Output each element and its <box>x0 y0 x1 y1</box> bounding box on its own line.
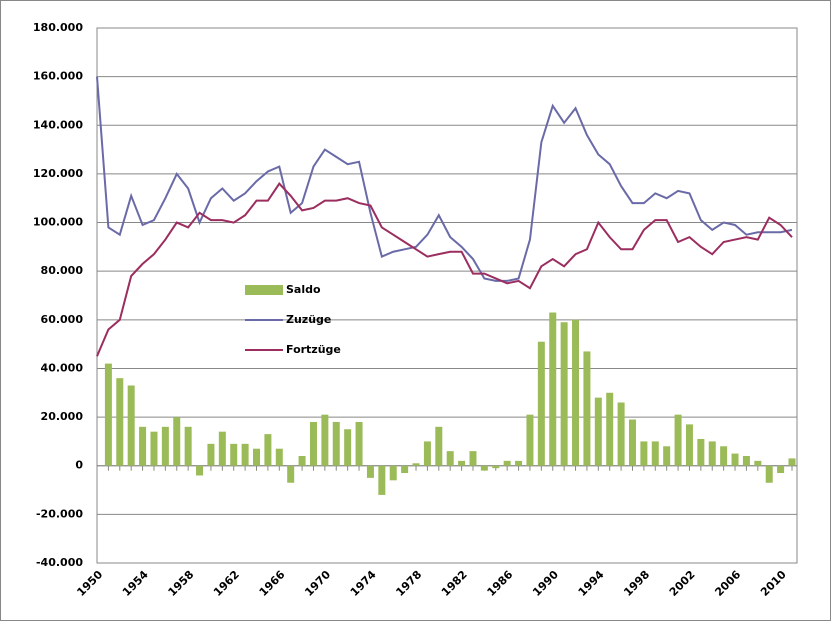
y-tick-label: 20.000 <box>41 410 84 423</box>
bar <box>537 341 545 466</box>
y-tick-label: 140.000 <box>33 118 83 131</box>
bar <box>139 426 147 466</box>
bar <box>731 453 739 466</box>
legend-label: Fortzüge <box>286 343 341 356</box>
bar <box>332 421 340 466</box>
bar <box>196 465 204 476</box>
bar <box>412 463 420 466</box>
bar <box>401 465 409 474</box>
bar <box>720 446 728 466</box>
bar <box>583 351 591 466</box>
y-tick-label: 0 <box>75 459 83 472</box>
bar <box>708 441 716 466</box>
y-tick-label: 60.000 <box>41 313 84 326</box>
bar <box>492 465 500 469</box>
bar <box>104 363 112 466</box>
y-tick-label: 160.000 <box>33 70 83 83</box>
bar <box>606 392 614 466</box>
y-tick-label: 180.000 <box>33 21 83 34</box>
bar <box>617 402 625 466</box>
bar <box>685 424 693 466</box>
bar <box>389 465 397 481</box>
bar <box>207 443 215 466</box>
bar <box>674 414 682 466</box>
bar <box>480 465 488 471</box>
bar <box>378 465 386 495</box>
bar <box>742 456 750 466</box>
bar <box>628 419 636 466</box>
bar <box>287 465 295 483</box>
y-tick-label: -20.000 <box>36 507 83 520</box>
bar <box>230 443 238 466</box>
y-tick-label: 80.000 <box>41 264 84 277</box>
bar <box>150 431 158 466</box>
bar <box>127 385 135 466</box>
bar <box>218 431 226 466</box>
bar <box>594 397 602 466</box>
bar <box>560 322 568 466</box>
bar <box>640 441 648 466</box>
bar <box>116 378 124 466</box>
y-tick-label: 100.000 <box>33 216 83 229</box>
bar <box>777 465 785 474</box>
y-tick-label: 40.000 <box>41 361 84 374</box>
bar <box>469 451 477 466</box>
bar <box>458 460 466 466</box>
legend-swatch <box>245 285 283 295</box>
bar <box>663 446 671 466</box>
legend-label: Zuzüge <box>286 313 331 326</box>
bar <box>366 465 374 478</box>
bar <box>161 426 169 466</box>
bar <box>173 417 181 466</box>
bar <box>275 448 283 466</box>
bar <box>344 429 352 466</box>
bar <box>503 460 511 466</box>
line <box>96 76 793 282</box>
bar <box>788 458 796 466</box>
bar <box>264 434 272 466</box>
bar <box>754 460 762 466</box>
bar <box>697 438 705 466</box>
bar <box>309 421 317 466</box>
bar <box>241 443 249 466</box>
y-tick-label: 120.000 <box>33 167 83 180</box>
bar <box>321 414 329 466</box>
bar <box>423 441 431 466</box>
bar <box>253 448 261 466</box>
bar <box>355 421 363 466</box>
bar <box>435 426 443 466</box>
bar <box>549 312 557 466</box>
legend-label: Saldo <box>286 283 321 296</box>
bar <box>572 319 580 466</box>
bar <box>651 441 659 466</box>
bar <box>298 456 306 466</box>
line <box>96 182 793 357</box>
bar <box>765 465 773 483</box>
bar <box>526 414 534 466</box>
bar <box>184 426 192 466</box>
y-tick-label: -40.000 <box>36 556 83 569</box>
bar <box>446 451 454 466</box>
bar <box>515 460 523 466</box>
